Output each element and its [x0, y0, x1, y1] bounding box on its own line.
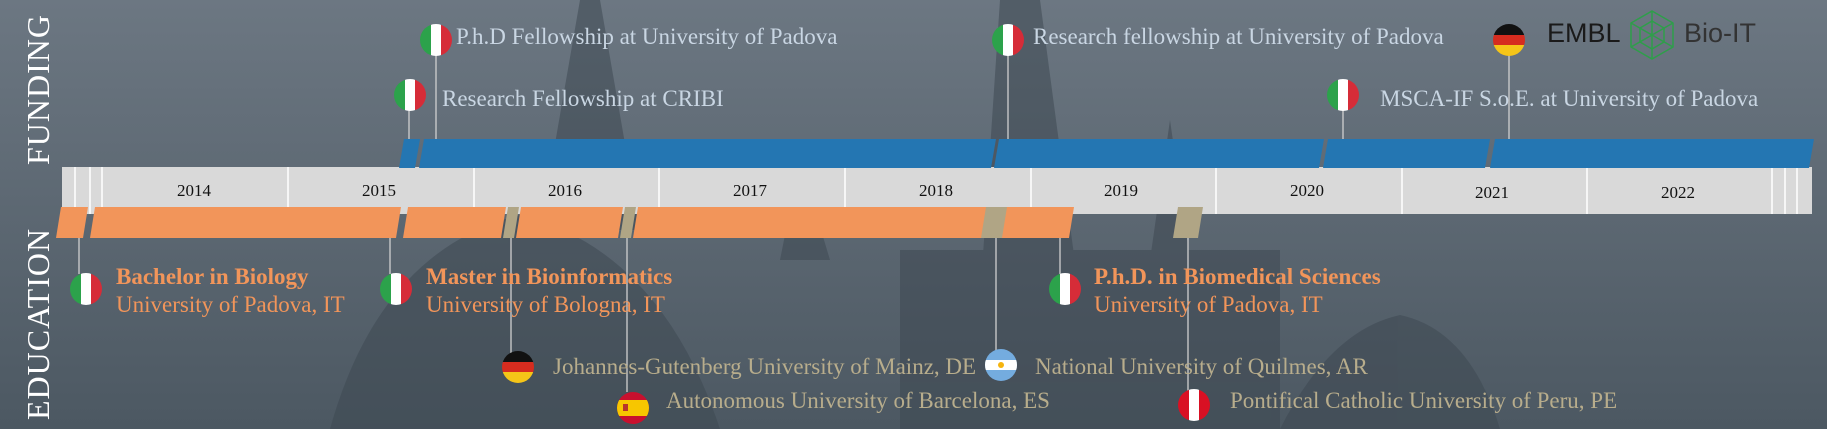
bio-it-logo-icon [1630, 10, 1674, 60]
funding-bar-embl [1490, 139, 1814, 168]
education-bar-phd [1002, 207, 1074, 238]
visit-label-quilmes: National University of Quilmes, AR [1035, 354, 1368, 379]
germany-flag-icon [1493, 24, 1525, 56]
italy-flag-icon [1327, 79, 1359, 111]
education-bar-master-2 [516, 207, 623, 238]
funding-axis-label: FUNDING [20, 14, 56, 165]
year-label: 2014 [177, 181, 211, 200]
timeline-axis [62, 167, 1812, 214]
italy-flag-icon [1049, 273, 1081, 305]
italy-flag-icon [992, 24, 1024, 56]
education-bar-master-1 [403, 207, 506, 238]
year-label: 2020 [1290, 181, 1324, 200]
italy-flag-icon [380, 273, 412, 305]
italy-flag-icon [394, 79, 426, 111]
education-title-phd: P.h.D. in Biomedical Sciences [1094, 264, 1381, 289]
visit-bar-barcelona [620, 207, 636, 238]
embl-logo: EMBL [1547, 18, 1621, 48]
funding-bar-cribi [399, 139, 420, 168]
education-title-bachelor: Bachelor in Biology [116, 264, 309, 289]
funding-label-msca: MSCA-IF S.o.E. at University of Padova [1380, 86, 1759, 111]
education-axis-label: EDUCATION [20, 227, 56, 420]
funding-bar-phd [419, 139, 996, 168]
year-label: 2019 [1104, 181, 1138, 200]
education-bars [56, 207, 1203, 238]
education-sub-master: University of Bologna, IT [426, 292, 665, 317]
funding-label-research-fellowship: Research fellowship at University of Pad… [1033, 24, 1444, 49]
funding-bar-msca [1323, 139, 1490, 168]
visit-label-peru: Pontifical Catholic University of Peru, … [1230, 388, 1618, 413]
year-label: 2021 [1475, 183, 1509, 202]
germany-flag-icon [502, 351, 534, 383]
argentina-flag-icon [985, 349, 1017, 381]
visit-bar-peru [1173, 207, 1203, 238]
visit-bar-mainz [503, 207, 519, 238]
funding-label-cribi: Research Fellowship at CRIBI [442, 86, 724, 111]
bio-it-logo-text: Bio-IT [1684, 18, 1757, 48]
year-label: 2022 [1661, 183, 1695, 202]
funding-label-phd-fellowship: P.h.D Fellowship at University of Padova [456, 24, 838, 49]
education-sub-bachelor: University of Padova, IT [116, 292, 345, 317]
year-label: 2016 [548, 181, 582, 200]
funding-bar-research [994, 139, 1324, 168]
visit-label-barcelona: Autonomous University of Barcelona, ES [666, 388, 1050, 413]
year-label: 2015 [362, 181, 396, 200]
education-bar-master-3 [633, 207, 988, 238]
education-bar-bachelor-1 [56, 207, 88, 238]
year-label: 2017 [733, 181, 767, 200]
education-sub-phd: University of Padova, IT [1094, 292, 1323, 317]
peru-flag-icon [1178, 389, 1210, 421]
year-label: 2018 [919, 181, 953, 200]
spain-flag-icon [617, 392, 649, 424]
italy-flag-icon [420, 24, 452, 56]
funding-bars [399, 139, 1814, 168]
visit-label-mainz: Johannes-Gutenberg University of Mainz, … [553, 354, 977, 379]
education-title-master: Master in Bioinformatics [426, 264, 673, 289]
education-bar-bachelor-2 [90, 207, 401, 238]
italy-flag-icon [70, 273, 102, 305]
